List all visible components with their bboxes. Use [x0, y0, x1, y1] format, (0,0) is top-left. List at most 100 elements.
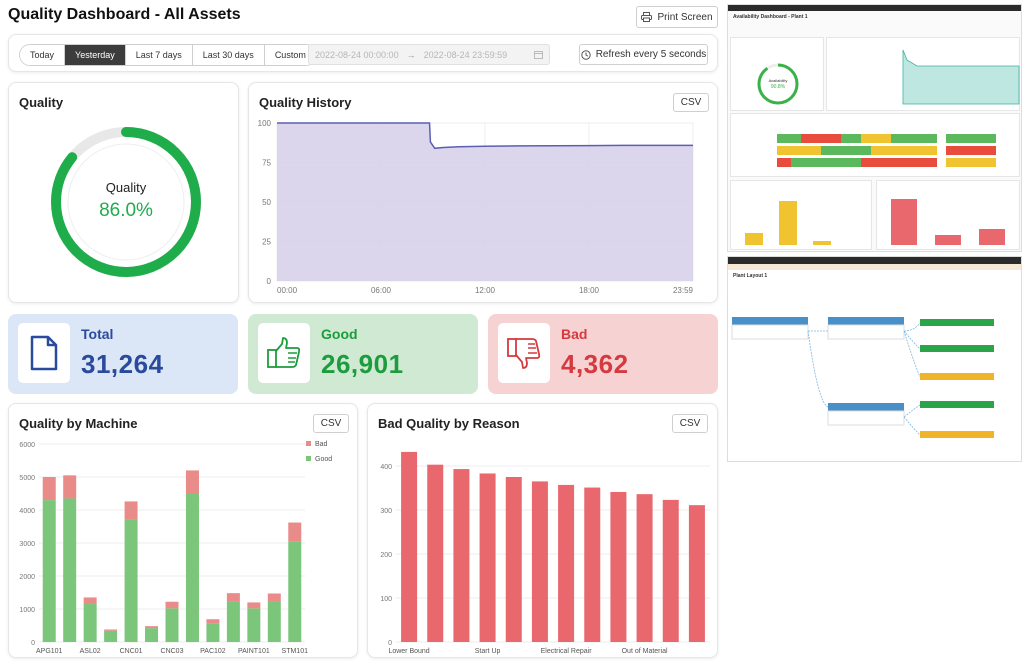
reason-bar: [688, 505, 705, 642]
machine-y-tick: 3000: [19, 541, 35, 548]
history-y-tick: 50: [262, 198, 271, 207]
reason-x-tick: Lower Bound: [388, 648, 429, 655]
reason-y-tick: 0: [388, 640, 392, 647]
thumbnail-bar-chart-red: [891, 199, 1005, 245]
range-last-30-days[interactable]: Last 30 days: [192, 45, 265, 65]
machine-bar-good: [42, 500, 56, 642]
machine-bar-bad: [83, 597, 97, 605]
machine-bar-good: [165, 608, 179, 642]
machine-bar-good: [185, 493, 199, 642]
date-range-input[interactable]: 2022-08-24 00:00:00 → 2022-08-24 23:59:5…: [308, 44, 550, 65]
reason-y-tick: 100: [380, 596, 392, 603]
thumbs-up-icon: [267, 337, 301, 368]
reason-x-tick: Start Up: [475, 648, 501, 655]
refresh-label: Refresh every 5 seconds: [595, 49, 707, 60]
machine-legend-label: Bad: [315, 441, 328, 448]
machine-bar-good: [124, 519, 138, 642]
range-custom[interactable]: Custom: [264, 45, 316, 65]
reason-bar: [558, 484, 575, 642]
quality-by-machine-title: Quality by Machine: [19, 416, 138, 431]
machine-legend-label: Good: [315, 456, 332, 463]
history-y-tick: 25: [262, 238, 271, 247]
machine-bar-bad: [267, 593, 281, 602]
machine-bar-good: [288, 541, 302, 642]
machine-y-tick: 2000: [19, 574, 35, 581]
machine-bar-bad: [226, 593, 240, 602]
machine-x-tick: PAINT101: [238, 648, 270, 655]
machine-bar-bad: [247, 602, 261, 609]
reason-bar: [401, 451, 418, 642]
thumbnail-gauge-label: Availability: [768, 78, 788, 83]
history-x-tick: 06:00: [371, 286, 392, 295]
thumbnail-gauge: [757, 63, 799, 105]
history-line: [277, 122, 693, 150]
bad-kpi-card: Bad 4,362: [488, 314, 718, 394]
machine-y-tick: 6000: [19, 442, 35, 449]
machine-y-tick: 0: [31, 640, 35, 647]
bad-quality-by-reason-title: Bad Quality by Reason: [378, 416, 520, 431]
machine-bar-bad: [104, 629, 118, 631]
reason-bar: [636, 494, 653, 642]
machine-bar-good: [247, 608, 261, 642]
good-kpi-card: Good 26,901: [248, 314, 478, 394]
quality-history-chart: 0 25 50 75 100 00:00 06:00 12:00 18:00 23:59: [258, 119, 694, 295]
bad-quality-by-reason-card: Bad Quality by Reason CSV 0 100 200 300 400 L…: [367, 403, 718, 658]
machine-bar-good: [104, 630, 118, 642]
history-x-tick: 18:00: [579, 286, 600, 295]
reason-bar: [479, 473, 496, 642]
total-kpi-card: Total 31,264: [8, 314, 238, 394]
date-start: 2022-08-24 00:00:00: [315, 49, 399, 60]
machine-bar-good: [267, 601, 281, 642]
machine-bar-good: [226, 601, 240, 642]
machine-legend-swatch: [306, 456, 311, 461]
machine-y-tick: 1000: [19, 607, 35, 614]
machine-bar-bad: [165, 601, 179, 609]
document-icon: [30, 335, 58, 371]
history-y-tick: 100: [258, 119, 272, 128]
thumbnail-title: Availability Dashboard - Plant 1: [733, 14, 808, 20]
good-label: Good: [321, 326, 358, 342]
reason-bar: [610, 491, 627, 642]
reason-bar: [453, 469, 470, 642]
range-selector: Today Yesterday Last 7 days Last 30 days…: [19, 44, 317, 66]
quality-by-machine-card: Quality by Machine CSV 0 1000 2000 3000 4000…: [8, 403, 358, 658]
print-screen-label: Print Screen: [657, 11, 713, 23]
machine-csv-button[interactable]: CSV: [313, 414, 349, 433]
quality-history-card: Quality History CSV 0 25 50 75 100 00:00 06:00…: [248, 82, 718, 303]
printer-icon: [641, 12, 653, 22]
good-value: 26,901: [321, 349, 404, 379]
machine-legend-swatch: [306, 441, 311, 446]
history-x-tick: 12:00: [475, 286, 496, 295]
reason-y-tick: 400: [380, 464, 392, 471]
machine-bar-good: [83, 604, 97, 642]
history-csv-button[interactable]: CSV: [673, 93, 709, 112]
print-screen-button[interactable]: Print Screen: [636, 6, 718, 28]
quality-by-machine-chart: 0 1000 2000 3000 4000 5000 6000 APG101 ASL02 CNC0…: [19, 441, 332, 655]
range-last-7-days[interactable]: Last 7 days: [125, 45, 193, 65]
machine-x-tick: PAC102: [200, 648, 226, 655]
reason-csv-button[interactable]: CSV: [672, 414, 708, 433]
reason-bar: [505, 477, 522, 642]
date-arrow: →: [406, 49, 416, 60]
thumbs-down-icon: [507, 338, 541, 369]
thumbnail-bar-chart-yellow: [745, 201, 831, 245]
refresh-button[interactable]: Refresh every 5 seconds: [579, 44, 708, 65]
range-yesterday[interactable]: Yesterday: [65, 45, 126, 65]
quality-gauge: [51, 127, 201, 277]
history-x-tick: 00:00: [277, 286, 298, 295]
thumbnail-timeline-chart: [777, 134, 996, 167]
quality-history-title: Quality History: [259, 95, 352, 110]
reason-x-tick: Out of Material: [622, 648, 668, 655]
reason-bar: [662, 499, 679, 642]
quality-card: Quality Quality 86.0%: [8, 82, 239, 303]
page-title: Quality Dashboard - All Assets: [8, 6, 241, 23]
gauge-label: Quality: [105, 180, 147, 195]
machine-bar-bad: [42, 477, 56, 501]
range-today[interactable]: Today: [20, 45, 66, 65]
total-value: 31,264: [81, 349, 164, 379]
gauge-inner: [67, 143, 185, 261]
machine-bar-bad: [185, 470, 199, 494]
reason-bar: [427, 464, 444, 642]
bad-label: Bad: [561, 326, 588, 342]
availability-dashboard-thumbnail: Availability Dashboard - Plant 1 Availab…: [727, 4, 1022, 252]
